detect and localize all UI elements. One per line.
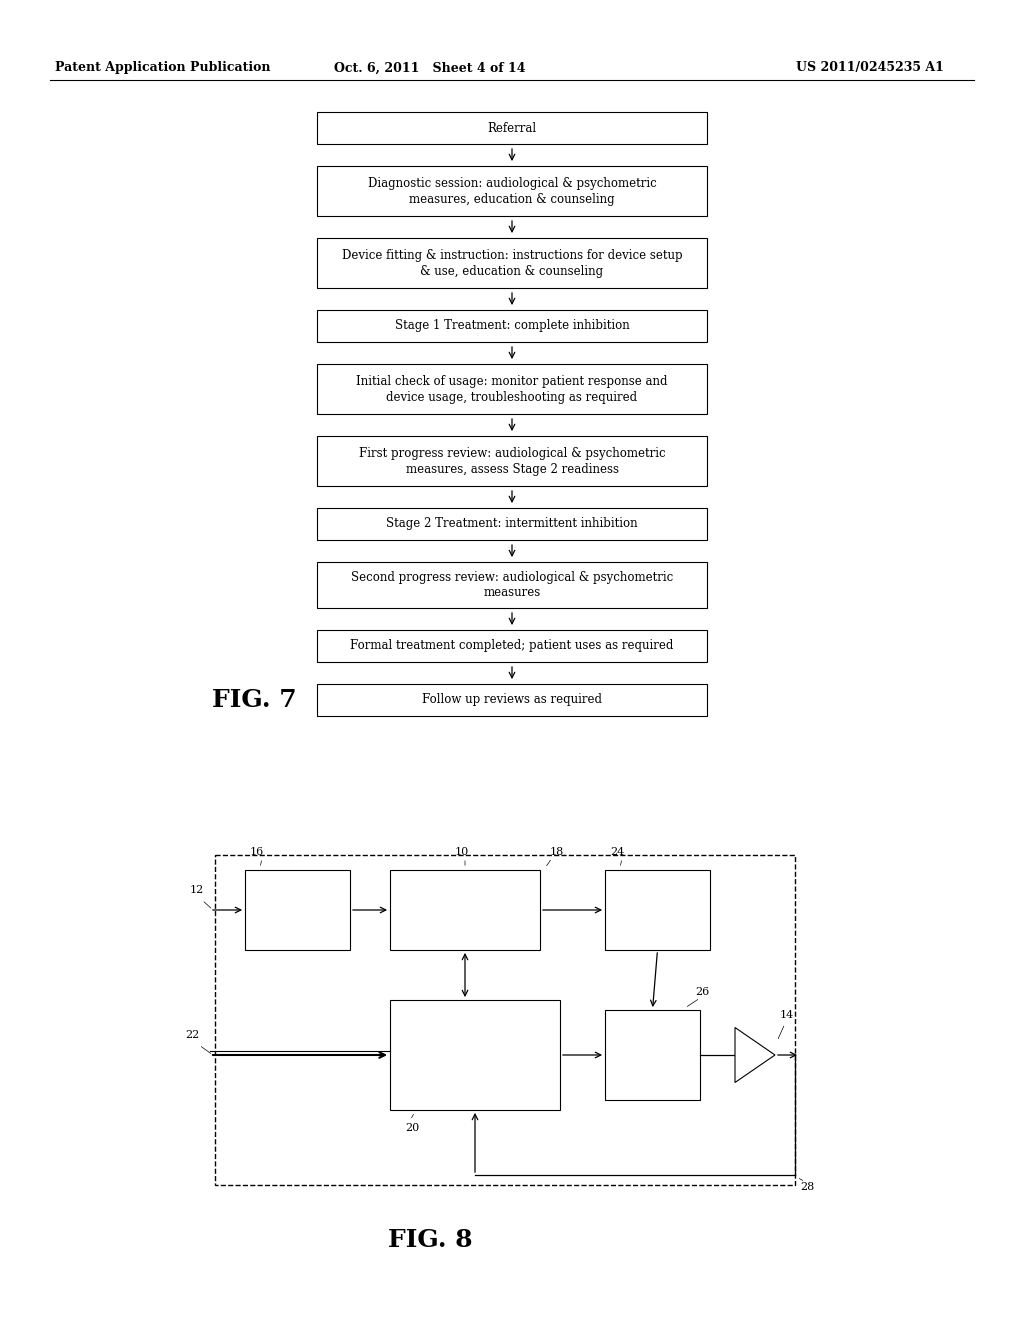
Text: Patent Application Publication: Patent Application Publication [55,62,270,74]
Bar [245,870,350,950]
Text: Formal treatment completed; patient uses as required: Formal treatment completed; patient uses… [350,639,674,652]
Text: 14: 14 [780,1011,795,1020]
Text: Initial check of usage: monitor patient response and
device usage, troubleshooti: Initial check of usage: monitor patient … [356,375,668,404]
Bar [317,310,707,342]
Text: FIG. 7: FIG. 7 [212,688,297,711]
Text: Follow up reviews as required: Follow up reviews as required [422,693,602,706]
Text: 22: 22 [185,1030,200,1040]
Text: Oct. 6, 2011   Sheet 4 of 14: Oct. 6, 2011 Sheet 4 of 14 [334,62,525,74]
Bar [317,630,707,663]
Bar [317,436,707,486]
Text: 16: 16 [250,847,264,857]
Text: 12: 12 [190,884,204,895]
Text: 10: 10 [455,847,469,857]
Bar [390,870,540,950]
Bar [317,112,707,144]
Text: 18: 18 [550,847,564,857]
Text: 24: 24 [610,847,625,857]
Polygon shape [735,1027,775,1082]
Bar [605,870,710,950]
Bar [317,364,707,414]
Text: Second progress review: audiological & psychometric
measures: Second progress review: audiological & p… [351,570,673,599]
Text: First progress review: audiological & psychometric
measures, assess Stage 2 read: First progress review: audiological & ps… [358,446,666,475]
Text: Device fitting & instruction: instructions for device setup
& use, education & c: Device fitting & instruction: instructio… [342,248,682,277]
Bar [317,238,707,288]
Bar [317,166,707,216]
Bar [317,562,707,609]
Text: 28: 28 [800,1181,814,1192]
Text: US 2011/0245235 A1: US 2011/0245235 A1 [796,62,944,74]
Text: Diagnostic session: audiological & psychometric
measures, education & counseling: Diagnostic session: audiological & psych… [368,177,656,206]
Bar [317,684,707,715]
Text: 26: 26 [695,987,710,997]
Bar [390,1001,560,1110]
Text: 20: 20 [406,1123,419,1133]
Bar [215,855,795,1185]
Text: Stage 1 Treatment: complete inhibition: Stage 1 Treatment: complete inhibition [394,319,630,333]
Text: Stage 2 Treatment: intermittent inhibition: Stage 2 Treatment: intermittent inhibiti… [386,517,638,531]
Text: Referral: Referral [487,121,537,135]
Text: FIG. 8: FIG. 8 [388,1228,472,1251]
Bar [317,508,707,540]
Bar [605,1010,700,1100]
